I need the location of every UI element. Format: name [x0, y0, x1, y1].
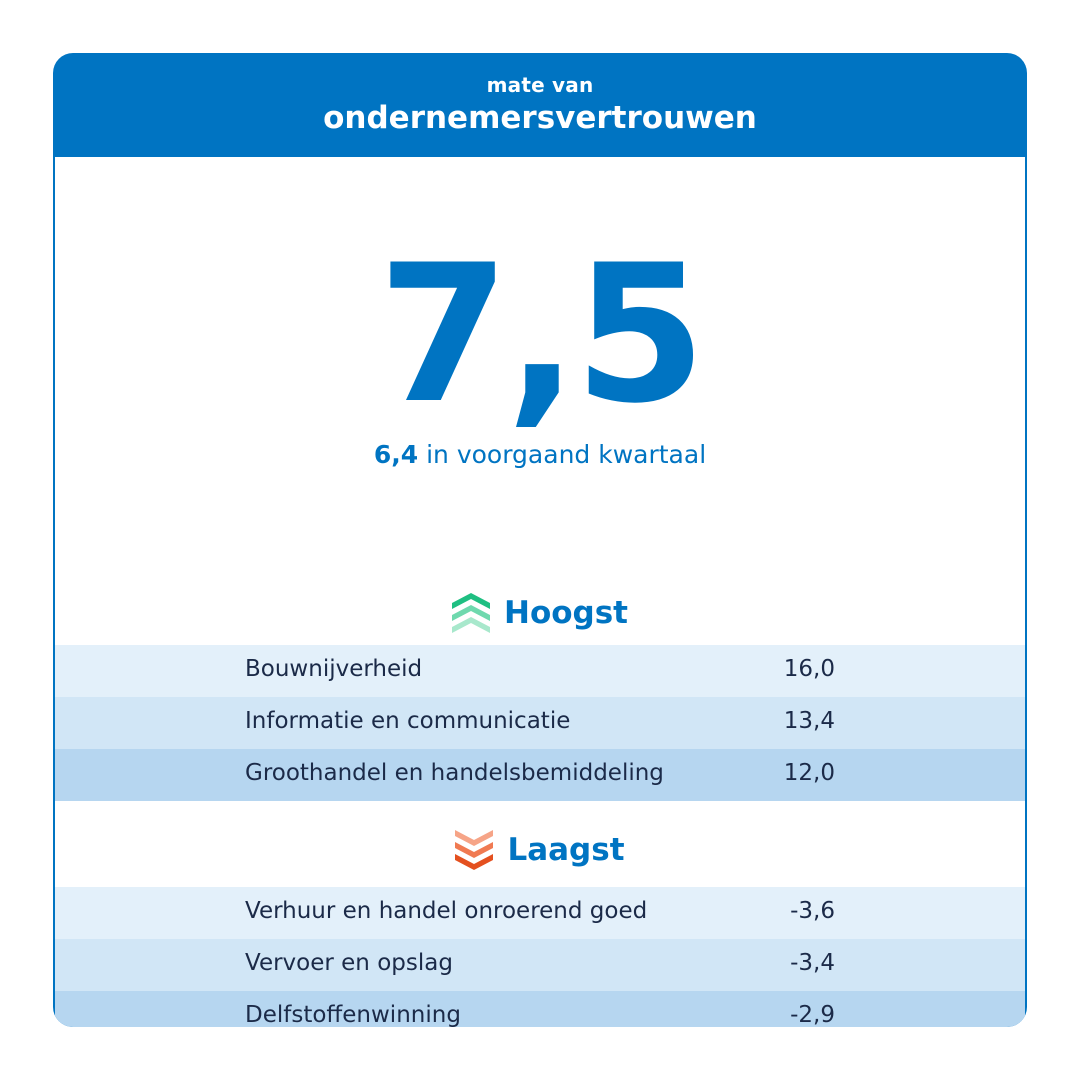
- previous-text: in voorgaand kwartaal: [426, 440, 707, 469]
- sector-value: -3,4: [790, 950, 835, 976]
- lowest-heading: Laagst: [55, 825, 1025, 875]
- header-subtitle: mate van: [486, 73, 594, 97]
- sector-value: -2,9: [790, 1002, 835, 1027]
- table-row: Groothandel en handelsbemiddeling 12,0: [55, 749, 1025, 801]
- table-row: Vervoer en opslag -3,4: [55, 939, 1025, 991]
- table-row: Informatie en communicatie 13,4: [55, 697, 1025, 749]
- sector-value: 16,0: [783, 656, 835, 682]
- lowest-title: Laagst: [507, 832, 625, 868]
- chevrons-down-icon: [455, 830, 494, 870]
- card-header: mate van ondernemersvertrouwen: [53, 53, 1027, 157]
- previous-quarter: 6,4 in voorgaand kwartaal: [55, 440, 1025, 469]
- card-body: 7,5 6,4 in voorgaand kwartaal Hoogst Bou…: [55, 157, 1025, 1027]
- highest-heading: Hoogst: [55, 588, 1025, 638]
- lowest-list: Verhuur en handel onroerend goed -3,6 Ve…: [55, 887, 1025, 1027]
- sector-value: 12,0: [783, 760, 835, 786]
- previous-value: 6,4: [373, 440, 419, 469]
- header-title: ondernemersvertrouwen: [323, 100, 757, 136]
- sector-name: Vervoer en opslag: [245, 950, 453, 976]
- sector-value: -3,6: [790, 898, 835, 924]
- sector-name: Informatie en communicatie: [245, 708, 571, 734]
- sector-name: Delfstoffenwinning: [245, 1002, 461, 1027]
- sector-name: Verhuur en handel onroerend goed: [245, 898, 648, 924]
- sector-name: Groothandel en handelsbemiddeling: [245, 760, 664, 786]
- main-value: 7,5: [377, 224, 707, 445]
- confidence-card: mate van ondernemersvertrouwen 7,5 6,4 i…: [53, 53, 1027, 1027]
- table-row: Delfstoffenwinning -2,9: [55, 991, 1025, 1027]
- table-row: Bouwnijverheid 16,0: [55, 645, 1025, 697]
- sector-name: Bouwnijverheid: [245, 656, 423, 682]
- sector-value: 13,4: [783, 708, 835, 734]
- highest-title: Hoogst: [504, 595, 628, 631]
- highest-list: Bouwnijverheid 16,0 Informatie en commun…: [55, 645, 1025, 801]
- chevrons-up-icon: [452, 593, 490, 633]
- table-row: Verhuur en handel onroerend goed -3,6: [55, 887, 1025, 939]
